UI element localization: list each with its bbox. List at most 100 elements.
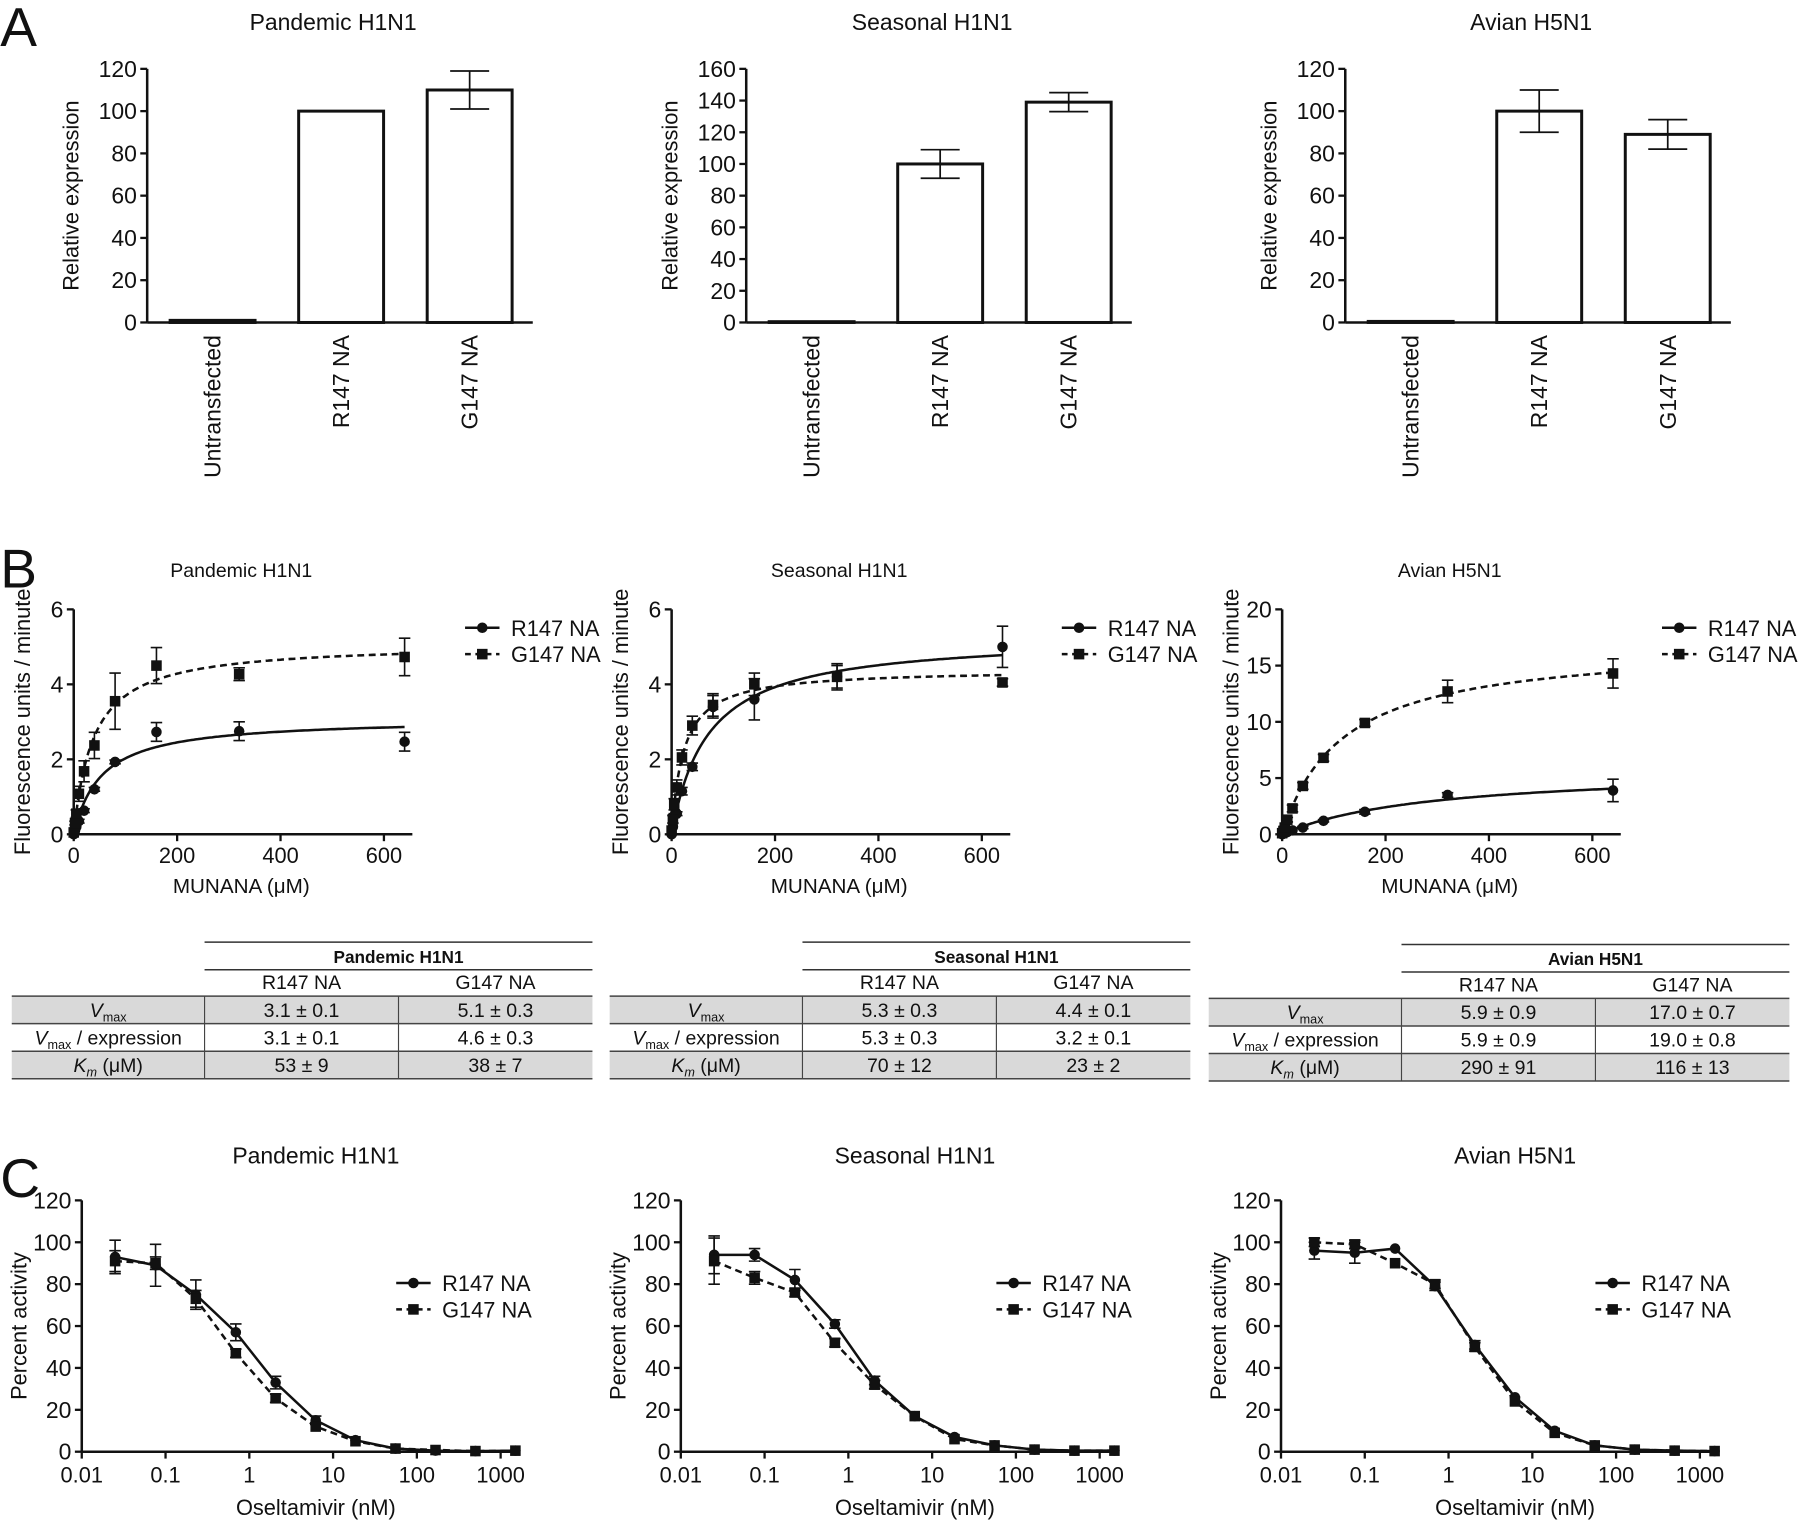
- legend-square-marker: [476, 648, 488, 660]
- data-point-square: [73, 788, 85, 800]
- x-tick-label: 0: [1276, 843, 1288, 868]
- error-bar: [920, 148, 960, 180]
- data-point-square: [829, 1337, 841, 1349]
- data-point-square: [1607, 668, 1619, 679]
- y-axis-label: Relative expression: [1256, 101, 1281, 291]
- data-point-circle: [687, 761, 698, 773]
- table-cell: 5.9 ± 0.9: [1461, 1002, 1537, 1024]
- y-tick-label: 4: [649, 671, 662, 697]
- data-point-square: [1549, 1427, 1560, 1439]
- y-tick-label: 15: [1246, 653, 1272, 679]
- bar: [1024, 100, 1113, 324]
- data-point-square: [789, 1287, 801, 1298]
- y-tick-label: 0: [649, 821, 662, 847]
- data-point-square: [1429, 1278, 1441, 1290]
- error-bar: [450, 70, 490, 110]
- bar: [767, 320, 856, 324]
- x-tick-label: 0.01: [660, 1463, 702, 1488]
- y-tick-label: 100: [33, 1229, 71, 1255]
- y-tick-label: 40: [1245, 1355, 1271, 1381]
- table-cell: 3.2 ± 0.1: [1055, 1027, 1131, 1049]
- table-cell: 19.0 ± 0.8: [1649, 1030, 1736, 1052]
- x-tick-label: 1: [243, 1463, 255, 1488]
- table-row: [11, 996, 593, 1024]
- row-label-subscript: max: [701, 1010, 726, 1024]
- data-point-square: [78, 766, 90, 777]
- data-point-square: [430, 1444, 441, 1456]
- table-cell: 290 ± 91: [1461, 1057, 1537, 1079]
- data-point-circle: [749, 1249, 760, 1261]
- y-tick-label: 60: [111, 183, 137, 209]
- bar: [1366, 319, 1455, 324]
- legend-label: G147 NA: [511, 642, 601, 667]
- column-header: R147 NA: [1459, 975, 1538, 997]
- y-tick-label: 0: [124, 310, 137, 336]
- y-tick-label: 0: [51, 821, 64, 847]
- table-row: [609, 1023, 1191, 1052]
- y-tick-label: 0: [658, 1439, 671, 1465]
- data-point-square: [399, 651, 410, 663]
- table-row: [1208, 1025, 1790, 1054]
- row-label-rest: / expression: [71, 1027, 182, 1049]
- row-label: Vmax / expression: [632, 1027, 779, 1052]
- data-point-square: [676, 752, 688, 763]
- y-tick-label: 60: [46, 1313, 72, 1339]
- data-point-square: [1442, 686, 1453, 697]
- y-tick-label: 100: [632, 1229, 670, 1255]
- x-tick-label: 1000: [476, 1463, 525, 1488]
- x-tick-label: 1000: [1676, 1463, 1725, 1488]
- y-tick-label: 40: [710, 246, 736, 272]
- data-point-square: [190, 1293, 202, 1305]
- y-tick-label: 0: [723, 310, 736, 336]
- x-axis-label: Oseltamivir (nM): [835, 1495, 995, 1520]
- y-tick-label: 5: [1259, 765, 1272, 791]
- table-row: [1208, 998, 1790, 1026]
- data-point-square: [1029, 1444, 1040, 1455]
- y-tick-label: 20: [645, 1397, 671, 1423]
- legend-square-marker: [1073, 648, 1085, 660]
- y-tick-label: 120: [1297, 56, 1335, 82]
- y-tick-label: 80: [645, 1271, 671, 1297]
- y-axis-label: Fluorescence units / minute: [608, 589, 633, 856]
- data-point-circle: [1349, 1247, 1361, 1259]
- legend-square-marker: [1607, 1304, 1618, 1315]
- table-cell: 4.6 ± 0.3: [458, 1027, 534, 1049]
- data-point-square: [150, 1257, 161, 1269]
- data-point-circle: [1442, 789, 1453, 801]
- table-cell: 5.1 ± 0.3: [458, 1000, 534, 1022]
- x-tick-label: 100: [399, 1463, 435, 1488]
- data-point-circle: [270, 1377, 281, 1388]
- y-axis-label: Fluorescence units / minute: [1219, 589, 1244, 856]
- y-tick-label: 20: [1246, 596, 1272, 622]
- x-tick-label: 0.01: [61, 1463, 103, 1488]
- x-axis-label: MUNANA (μM): [1381, 875, 1518, 898]
- chart-title: Seasonal H1N1: [771, 560, 908, 582]
- panel-letter-c: C: [0, 1147, 40, 1209]
- data-point-square: [1282, 814, 1293, 825]
- kinetics-table-1: Pandemic H1N1 R147 NA G147 NA Vmax 3.1 ± 0.1…: [11, 941, 593, 1080]
- legend-label: G147 NA: [1641, 1297, 1731, 1322]
- legend-label: G147 NA: [1108, 642, 1198, 667]
- data-point-square: [1509, 1396, 1521, 1407]
- bar: [1623, 132, 1712, 324]
- row-label-rest: (μM): [97, 1055, 143, 1077]
- bar: [297, 109, 386, 324]
- data-point-square: [68, 827, 80, 838]
- dose-response-chart-c3: Avian H5N1 0 20 40 60 80 100 120 Percent activit…: [1206, 1143, 1732, 1520]
- y-axis-label: Percent activity: [1206, 1252, 1231, 1400]
- table-cell: 23 ± 2: [1066, 1055, 1120, 1077]
- bar-chart-a3: Avian H5N1 0 20 40 60 80 100 120 Relative expres…: [1256, 9, 1731, 478]
- y-tick-label: 0: [1322, 310, 1335, 336]
- x-tick-label: Untransfected: [200, 335, 226, 478]
- chart-title: Avian H5N1: [1398, 560, 1502, 582]
- error-bar: [1648, 118, 1688, 151]
- bar: [168, 318, 257, 324]
- row-label: Vmax: [1287, 1002, 1325, 1027]
- table-cell: 116 ± 13: [1655, 1057, 1729, 1079]
- legend-label: G147 NA: [442, 1297, 532, 1322]
- data-point-circle: [749, 694, 760, 705]
- x-tick-label: 0.1: [150, 1463, 180, 1488]
- data-point-circle: [1297, 822, 1309, 833]
- table-row: [11, 1023, 593, 1052]
- legend-label: G147 NA: [1708, 642, 1798, 667]
